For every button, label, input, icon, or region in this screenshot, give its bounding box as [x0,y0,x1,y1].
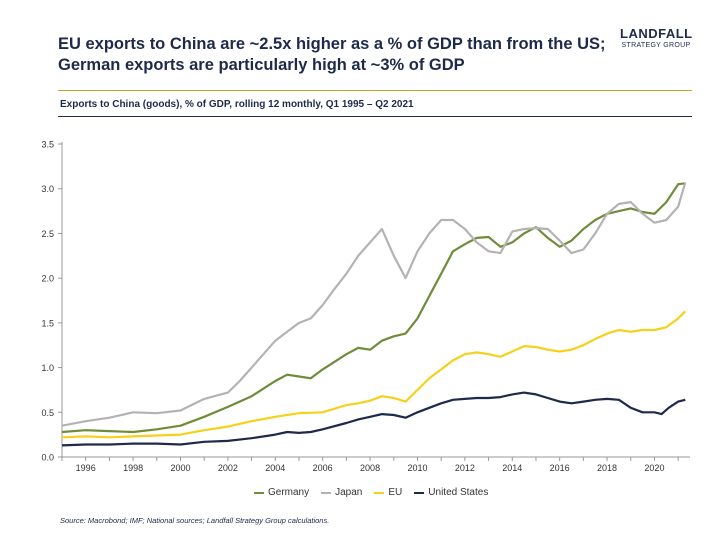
x-tick-label: 2012 [455,463,475,473]
y-tick-label: 2.5 [41,229,54,239]
legend-label: Germany [268,487,310,498]
x-tick-label: 2006 [313,463,333,473]
headline: EU exports to China are ~2.5x higher as … [58,34,618,76]
x-tick-label: 2020 [644,463,664,473]
x-tick-label: 2016 [550,463,570,473]
y-tick-label: 1.5 [41,318,54,328]
x-tick-label: 1998 [123,463,143,473]
series-line-germany [61,182,686,434]
x-tick-label: 1996 [76,463,96,473]
legend-swatch [254,491,264,494]
source-note: Source: Macrobond; IMF; National sources… [60,516,330,525]
legend-label: Japan [335,487,363,498]
y-tick-label: 2.0 [41,274,54,284]
legend-label: EU [388,487,403,498]
brand-logo: LANDFALL STRATEGY GROUP [620,26,692,49]
x-tick-label: 2018 [597,463,617,473]
y-tick-label: 0.5 [41,408,54,418]
legend-item: EU [374,487,402,498]
legend-item: United States [414,487,488,498]
brand-name: LANDFALL [620,26,693,41]
headline-line-2: German exports are particularly high at … [58,56,465,74]
legend-swatch [374,491,385,494]
legend-item: Germany [254,487,309,498]
header-divider [58,90,692,91]
y-tick-label: 3.0 [41,184,54,194]
y-tick-label: 3.5 [41,140,54,150]
x-tick-label: 2004 [265,463,285,473]
y-tick-label: 1.0 [41,363,54,373]
headline-line-1: EU exports to China are ~2.5x higher as … [58,35,606,53]
brand-subtitle: STRATEGY GROUP [621,42,691,49]
chart-legend: Germany Japan EU United States [254,487,488,498]
series-line-united-states [61,391,686,447]
series-line-eu [61,310,687,439]
x-tick-label: 2002 [218,463,238,473]
x-tick-label: 2000 [170,463,190,473]
legend-swatch [414,491,425,494]
y-tick-label: 0.0 [41,453,54,463]
series-line-japan [61,182,687,427]
x-tick-label: 2010 [407,463,427,473]
x-tick-label: 2008 [360,463,380,473]
legend-label: United States [428,487,489,498]
x-tick-label: 2014 [502,463,522,473]
chart-title: Exports to China (goods), % of GDP, roll… [60,99,414,110]
subtitle-divider [58,116,692,117]
legend-swatch [321,491,332,494]
legend-item: Japan [321,487,362,498]
